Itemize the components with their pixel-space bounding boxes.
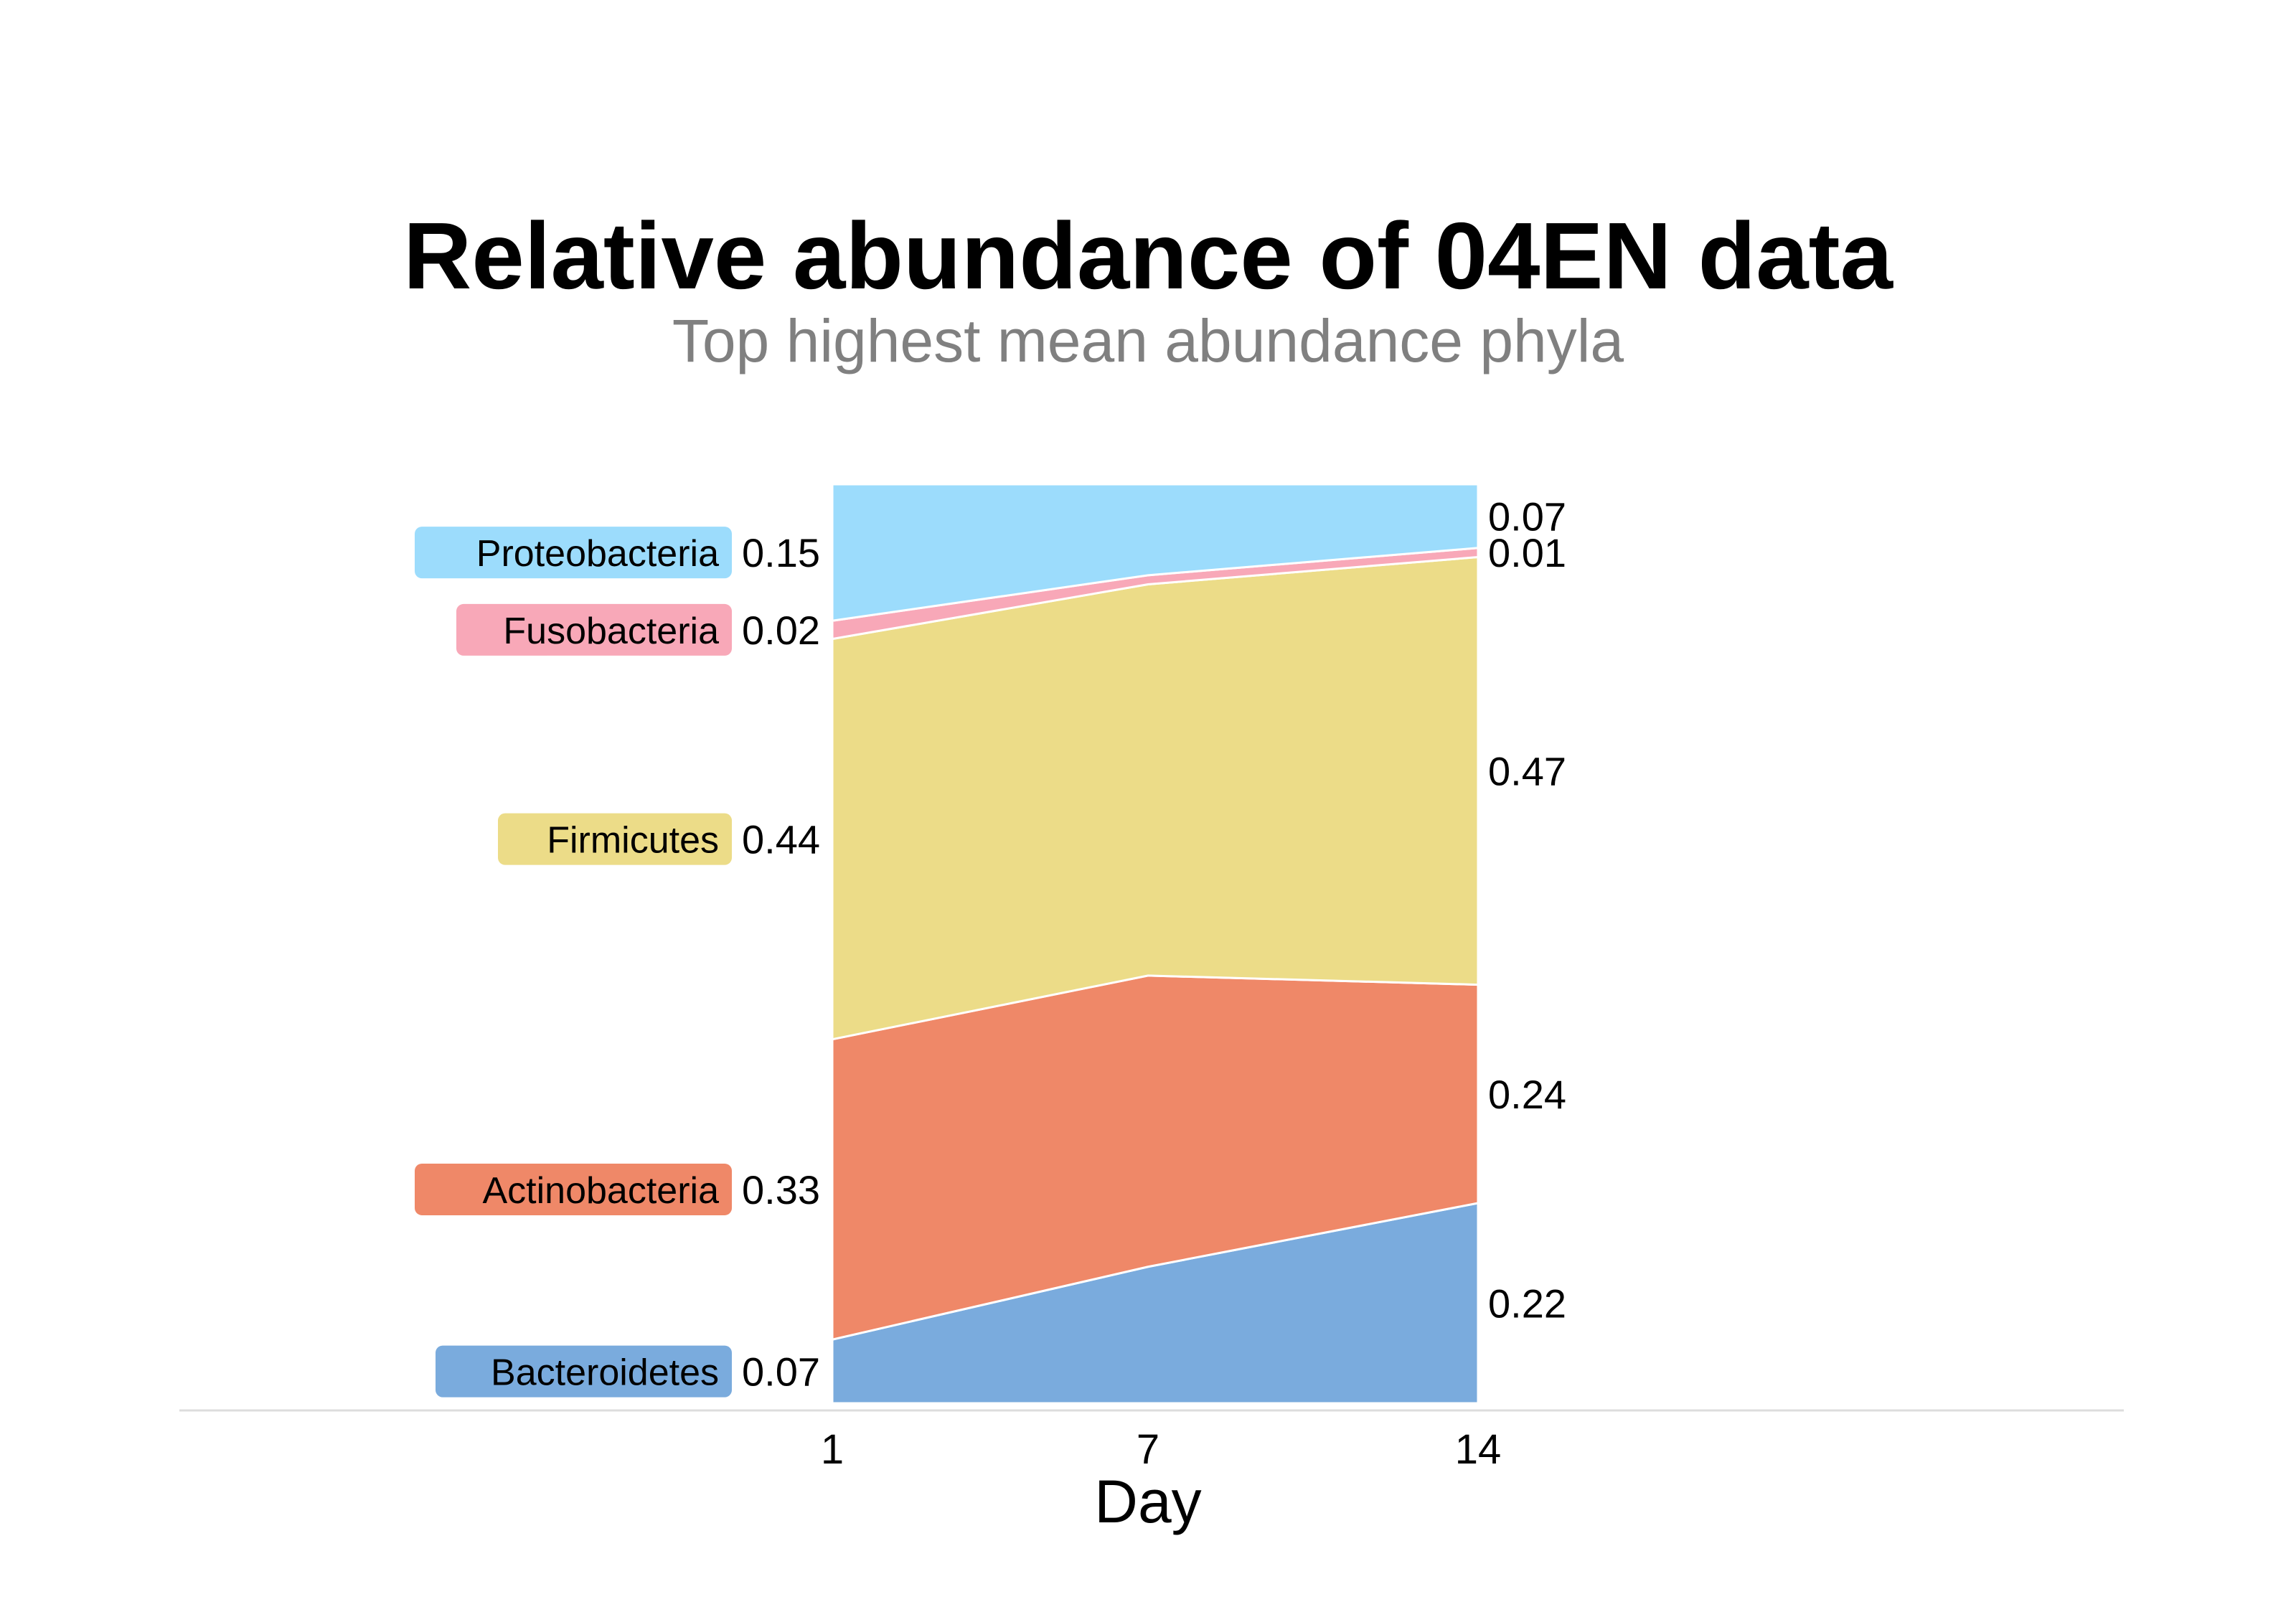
series-label-box-firmicutes (498, 813, 732, 865)
plot-area (831, 483, 1479, 1405)
series-label-box-proteobacteria (415, 527, 732, 579)
series-label-firmicutes: Firmicutes (547, 820, 719, 862)
start-value-bacteroidetes: 0.07 (742, 1349, 820, 1395)
end-value-bacteroidetes: 0.22 (1488, 1281, 1566, 1326)
series-label-actinobacteria: Actinobacteria (482, 1170, 719, 1212)
end-value-proteobacteria: 0.07 (1488, 494, 1566, 539)
series-label-box-actinobacteria (415, 1163, 732, 1215)
x-tick-14: 14 (1455, 1426, 1502, 1473)
series-label-bacteroidetes: Bacteroidetes (491, 1352, 719, 1394)
chart-title: Relative abundance of 04EN data (403, 203, 1894, 308)
series-label-box-fusobacteria (456, 603, 732, 656)
series-labels: Bacteroidetes 0.07 0.22 Actinobacteria 0.33 0… (415, 494, 1566, 1398)
x-tick-1: 1 (821, 1426, 844, 1473)
area-proteobacteria (831, 483, 1479, 622)
start-value-actinobacteria: 0.33 (742, 1167, 820, 1212)
series-label-proteobacteria: Proteobacteria (476, 533, 719, 575)
area-firmicutes (831, 555, 1479, 1041)
series-label-fusobacteria: Fusobacteria (503, 611, 719, 652)
series-label-box-bacteroidetes (436, 1345, 732, 1398)
end-value-actinobacteria: 0.24 (1488, 1072, 1566, 1117)
x-axis-title: Day (1094, 1468, 1201, 1535)
chart-subtitle: Top highest mean abundance phyla (672, 307, 1624, 374)
x-tick-7: 7 (1137, 1426, 1159, 1473)
x-axis-ticks: 1 7 14 (821, 1426, 1501, 1473)
start-value-fusobacteria: 0.02 (742, 608, 820, 653)
end-value-fusobacteria: 0.01 (1488, 530, 1566, 575)
end-value-firmicutes: 0.47 (1488, 749, 1566, 794)
start-value-proteobacteria: 0.15 (742, 530, 820, 575)
start-value-firmicutes: 0.44 (742, 817, 820, 862)
